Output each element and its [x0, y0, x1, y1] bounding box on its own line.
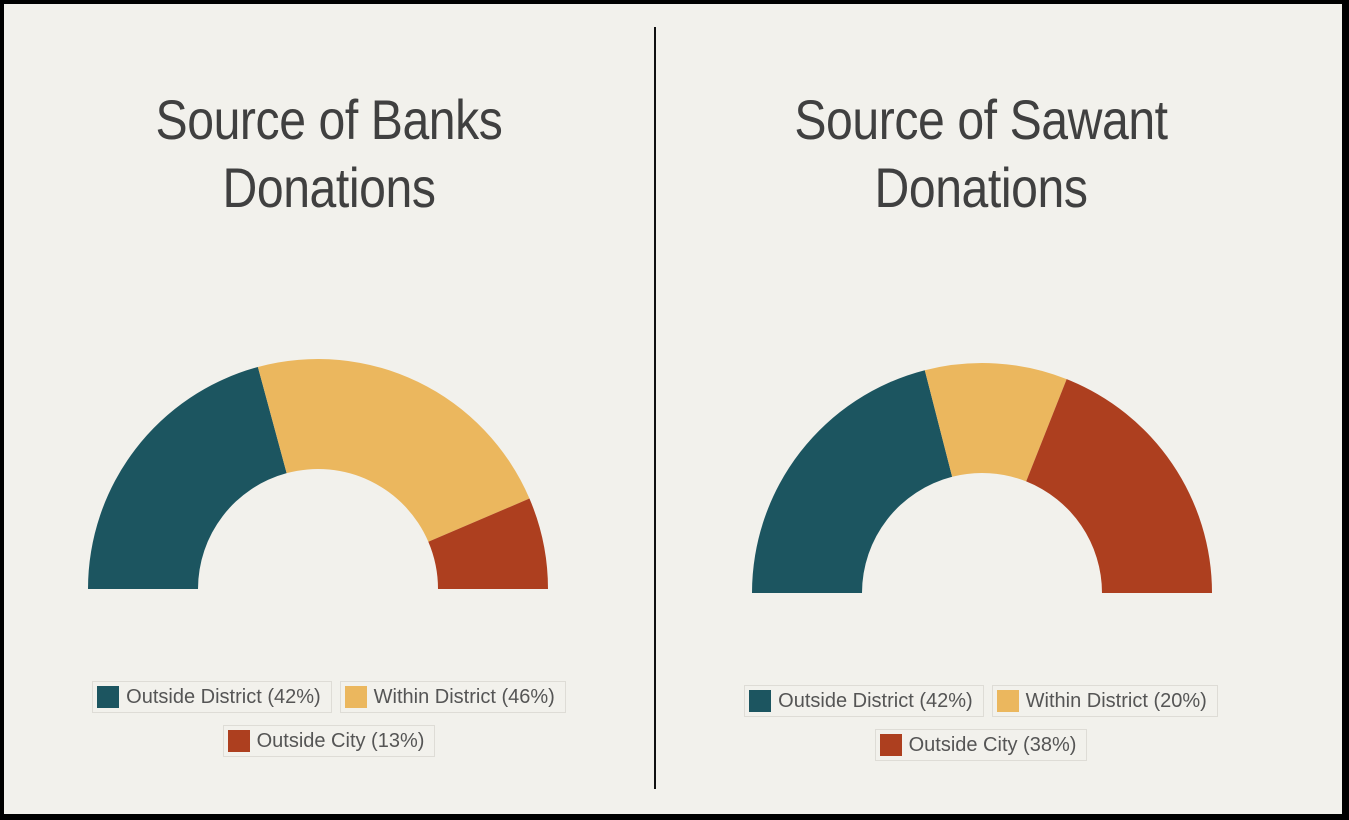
- legend-swatch: [227, 730, 250, 752]
- donut-slice-within-district[interactable]: [257, 359, 530, 542]
- banks-chart-panel: Source of Banks Donations Outside Distri…: [4, 4, 654, 814]
- legend-item-outside-district[interactable]: Outside District (42%): [92, 681, 332, 713]
- chart-title-line-2: Donations: [874, 156, 1088, 219]
- panel-divider: [654, 27, 656, 789]
- legend-label: Within District (46%): [373, 686, 555, 708]
- donut-slice-within-district[interactable]: [924, 363, 1067, 482]
- legend-item-outside-city[interactable]: Outside City (38%): [874, 729, 1088, 761]
- chart-title-line-1: Source of Banks: [155, 88, 503, 151]
- legend-label: Outside District (42%): [778, 690, 973, 712]
- legend-item-within-district[interactable]: Within District (46%): [339, 681, 566, 713]
- banks-donut-chart: [88, 359, 548, 589]
- legend-item-outside-district[interactable]: Outside District (42%): [744, 685, 984, 717]
- legend-swatch: [996, 690, 1019, 712]
- legend-swatch: [749, 690, 772, 712]
- legend-swatch: [879, 734, 902, 756]
- legend-item-outside-city[interactable]: Outside City (13%): [222, 725, 436, 757]
- legend-label: Outside City (38%): [908, 734, 1077, 756]
- legend-item-within-district[interactable]: Within District (20%): [991, 685, 1218, 717]
- donut-slice-outside-district[interactable]: [752, 370, 953, 593]
- chart-legend: Outside District (42%) Within District (…: [656, 685, 1306, 761]
- chart-title-line-2: Donations: [222, 156, 436, 219]
- chart-title-line-1: Source of Sawant: [794, 88, 1168, 151]
- legend-swatch: [344, 686, 367, 708]
- legend-swatch: [97, 686, 120, 708]
- chart-title: Source of Sawant Donations: [702, 86, 1261, 222]
- legend-label: Outside District (42%): [126, 686, 321, 708]
- canvas: Source of Banks Donations Outside Distri…: [4, 4, 1342, 814]
- chart-legend: Outside District (42%) Within District (…: [4, 681, 654, 757]
- legend-label: Outside City (13%): [256, 730, 425, 752]
- donut-slice-outside-city[interactable]: [1026, 379, 1212, 593]
- legend-label: Within District (20%): [1025, 690, 1207, 712]
- donut-slice-outside-district[interactable]: [88, 366, 287, 589]
- donut-slice-outside-city[interactable]: [428, 498, 548, 589]
- sawant-chart-panel: Source of Sawant Donations Outside Distr…: [656, 4, 1306, 814]
- sawant-donut-chart: [752, 363, 1212, 593]
- chart-title: Source of Banks Donations: [50, 86, 609, 222]
